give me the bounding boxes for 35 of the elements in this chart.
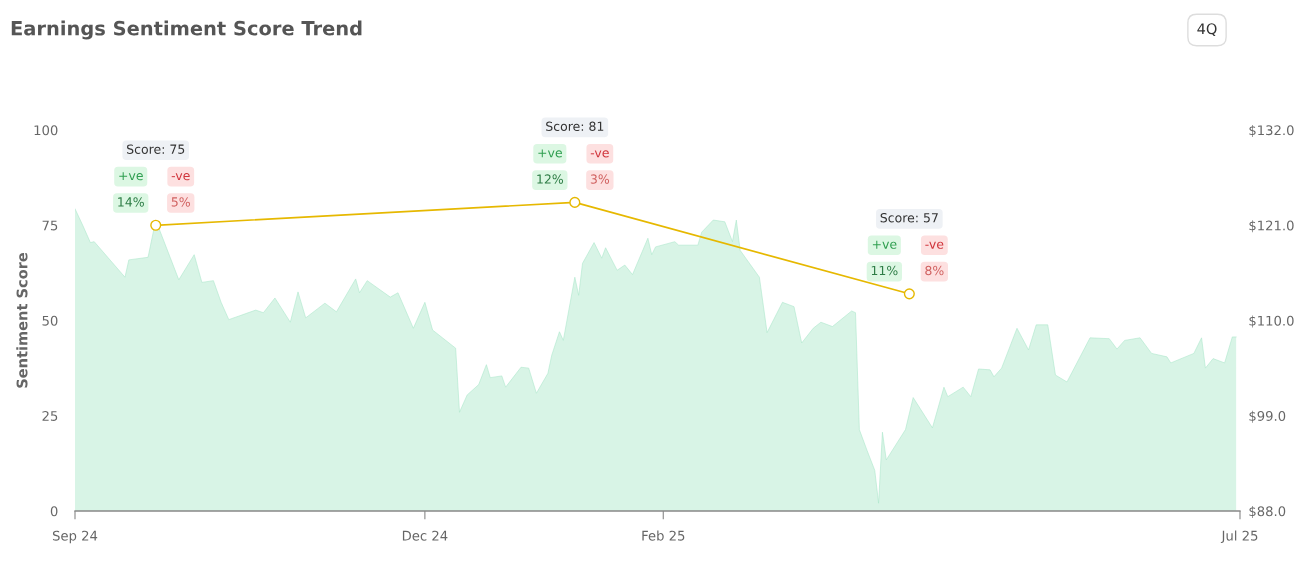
y-tick-label: 75: [42, 220, 58, 231]
annotation: 11%: [871, 265, 898, 276]
y2-tick-label: $110.0: [1249, 315, 1294, 328]
y-tick-label: 50: [42, 315, 58, 326]
y-tick-label: 100: [34, 125, 58, 136]
y2-tick-label: $99.0: [1249, 410, 1286, 423]
point: [903, 288, 915, 300]
y-tick-label: 0: [50, 506, 58, 517]
annotation: Score: 57: [880, 213, 938, 223]
chart-title: Earnings Sentiment Score Trend: [11, 20, 362, 40]
annotation: 5%: [171, 197, 190, 207]
x-tick-label: Jul 25: [1220, 530, 1258, 544]
annotation: -ve: [590, 150, 609, 158]
annotation: 12%: [537, 174, 564, 184]
annotation: -ve: [925, 241, 944, 249]
y-tick-label: 25: [42, 410, 58, 421]
annotation: +ve: [872, 240, 897, 249]
y2-tick-label: $121.0: [1249, 220, 1294, 233]
annotation: Score: 81: [546, 121, 604, 132]
point: [150, 219, 162, 231]
annotation: 3%: [590, 174, 610, 184]
text: 4Q: [1197, 23, 1217, 36]
x-tick-label: Sep 24: [52, 530, 98, 544]
annotation: Score: 75: [127, 144, 185, 154]
annotation: 8%: [925, 265, 944, 276]
annotation: 14%: [118, 197, 144, 207]
annotation: +ve: [119, 172, 143, 181]
annotation: -ve: [171, 173, 190, 181]
x-tick-label: Feb 25: [642, 530, 685, 541]
y-axis-title: Sentiment Score: [16, 252, 28, 388]
y2-tick-label: $88.0: [1249, 505, 1286, 518]
point: [569, 196, 581, 208]
annotation: +ve: [538, 149, 562, 158]
x-tick-label: Dec 24: [402, 530, 448, 541]
y2-tick-label: $132.0: [1249, 124, 1294, 137]
